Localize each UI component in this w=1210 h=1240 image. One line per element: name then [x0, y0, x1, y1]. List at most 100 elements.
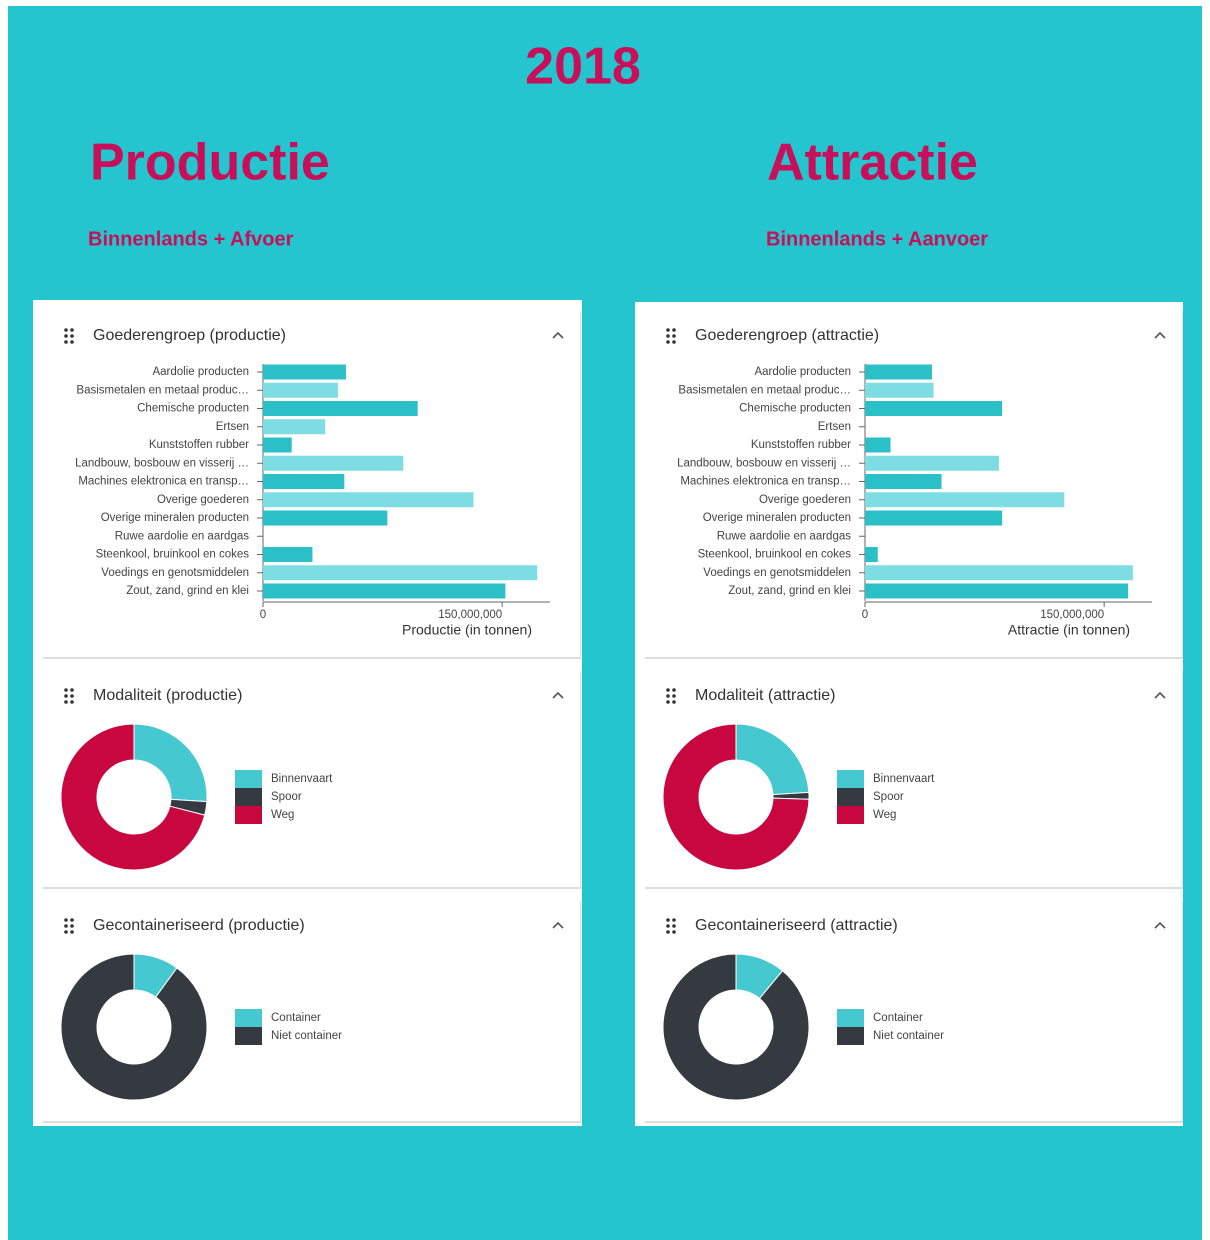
x-tick-label: 0 — [260, 609, 266, 621]
card-title: Modaliteit (productie) — [93, 687, 242, 704]
bar — [865, 364, 932, 380]
column-title: Productie — [90, 134, 330, 192]
bar — [263, 583, 506, 599]
drag-handle — [70, 328, 74, 332]
card-title: Gecontaineriseerd (productie) — [93, 917, 305, 934]
y-tick-label: Kunststoffen rubber — [751, 439, 851, 451]
collapse-button[interactable] — [1154, 331, 1166, 339]
y-tick-label: Chemische producten — [137, 403, 249, 415]
drag-handle — [70, 930, 74, 934]
bar — [263, 565, 538, 581]
donut-slice — [133, 723, 208, 803]
bar — [263, 492, 474, 508]
drag-handle — [672, 930, 676, 934]
drag-handle — [64, 694, 68, 698]
x-tick-label: 0 — [862, 609, 868, 621]
y-tick-label: Kunststoffen rubber — [149, 439, 249, 451]
legend-swatch — [235, 1009, 262, 1027]
y-tick-label: Zout, zand, grind en klei — [126, 585, 249, 597]
drag-handle — [64, 700, 68, 704]
drag-handle — [666, 700, 670, 704]
bar — [263, 510, 388, 526]
y-tick-label: Steenkool, bruinkool en cokes — [698, 549, 852, 561]
drag-handle — [70, 918, 74, 922]
collapse-button[interactable] — [1154, 691, 1166, 699]
legend-label: Spoor — [271, 791, 302, 803]
legend-label: Container — [873, 1012, 923, 1024]
legend-swatch — [837, 806, 864, 824]
legend-swatch — [837, 1027, 864, 1045]
bar — [263, 455, 404, 471]
card-title: Goederengroep (productie) — [93, 327, 286, 344]
y-tick-label: Machines elektronica en transp… — [78, 476, 249, 488]
drag-handle — [666, 918, 670, 922]
x-axis-label: Productie (in tonnen) — [402, 622, 532, 638]
y-tick-label: Voedings en genotsmiddelen — [101, 567, 249, 579]
column-title: Attractie — [767, 134, 978, 192]
bar — [865, 474, 942, 489]
drag-handle — [666, 328, 670, 332]
drag-handle — [672, 334, 676, 338]
legend-label: Container — [271, 1012, 321, 1024]
drag-handle — [70, 700, 74, 704]
bar — [865, 437, 891, 453]
legend-swatch — [235, 1027, 262, 1045]
drag-handle — [666, 334, 670, 338]
y-tick-label: Zout, zand, grind en klei — [728, 585, 851, 597]
y-tick-label: Basismetalen en metaal produc… — [76, 384, 249, 396]
drag-handle — [64, 334, 68, 338]
legend-swatch — [235, 770, 262, 788]
drag-handle — [666, 694, 670, 698]
legend-label: Binnenvaart — [271, 773, 333, 785]
bar — [263, 382, 338, 398]
legend-swatch — [837, 1009, 864, 1027]
drag-handle — [666, 924, 670, 928]
bar — [865, 401, 1003, 416]
drag-handle — [70, 340, 74, 344]
y-tick-label: Landbouw, bosbouw en visserij … — [677, 457, 851, 469]
bar — [263, 364, 346, 380]
bar — [263, 401, 418, 416]
x-tick-label: 150,000,000 — [1040, 609, 1104, 621]
y-tick-label: Aardolie producten — [754, 366, 851, 378]
legend-label: Weg — [873, 809, 896, 821]
drag-handle — [64, 328, 68, 332]
drag-handle — [70, 334, 74, 338]
y-tick-label: Steenkool, bruinkool en cokes — [96, 549, 250, 561]
bar — [865, 547, 878, 562]
drag-handle — [672, 340, 676, 344]
collapse-button[interactable] — [552, 921, 564, 929]
y-tick-label: Overige goederen — [759, 494, 851, 506]
bar — [263, 437, 292, 453]
donut-slice — [60, 723, 206, 871]
y-tick-label: Overige mineralen producten — [703, 512, 851, 524]
legend-label: Spoor — [873, 791, 904, 803]
bar — [865, 492, 1065, 508]
collapse-button[interactable] — [1154, 921, 1166, 929]
bar — [263, 547, 313, 562]
y-tick-label: Basismetalen en metaal produc… — [678, 384, 851, 396]
x-axis-label: Attractie (in tonnen) — [1008, 622, 1130, 638]
collapse-button[interactable] — [552, 691, 564, 699]
y-tick-label: Overige mineralen producten — [101, 512, 249, 524]
y-tick-label: Ertsen — [818, 421, 851, 433]
legend-swatch — [235, 806, 262, 824]
bar — [263, 474, 345, 489]
drag-handle — [70, 694, 74, 698]
drag-handle — [70, 924, 74, 928]
drag-handle — [672, 694, 676, 698]
collapse-button[interactable] — [552, 331, 564, 339]
card-title: Modaliteit (attractie) — [695, 687, 836, 704]
donut-slice — [662, 953, 810, 1101]
drag-handle — [672, 688, 676, 692]
y-tick-label: Ruwe aardolie en aardgas — [115, 530, 250, 542]
legend-swatch — [837, 788, 864, 806]
bar — [865, 510, 1003, 526]
legend-label: Weg — [271, 809, 294, 821]
y-tick-label: Chemische producten — [739, 403, 851, 415]
legend-label: Niet container — [873, 1030, 944, 1042]
donut-slice — [662, 723, 810, 871]
drag-handle — [672, 700, 676, 704]
drag-handle — [64, 688, 68, 692]
column-subtitle: Binnenlands + Afvoer — [88, 228, 294, 250]
